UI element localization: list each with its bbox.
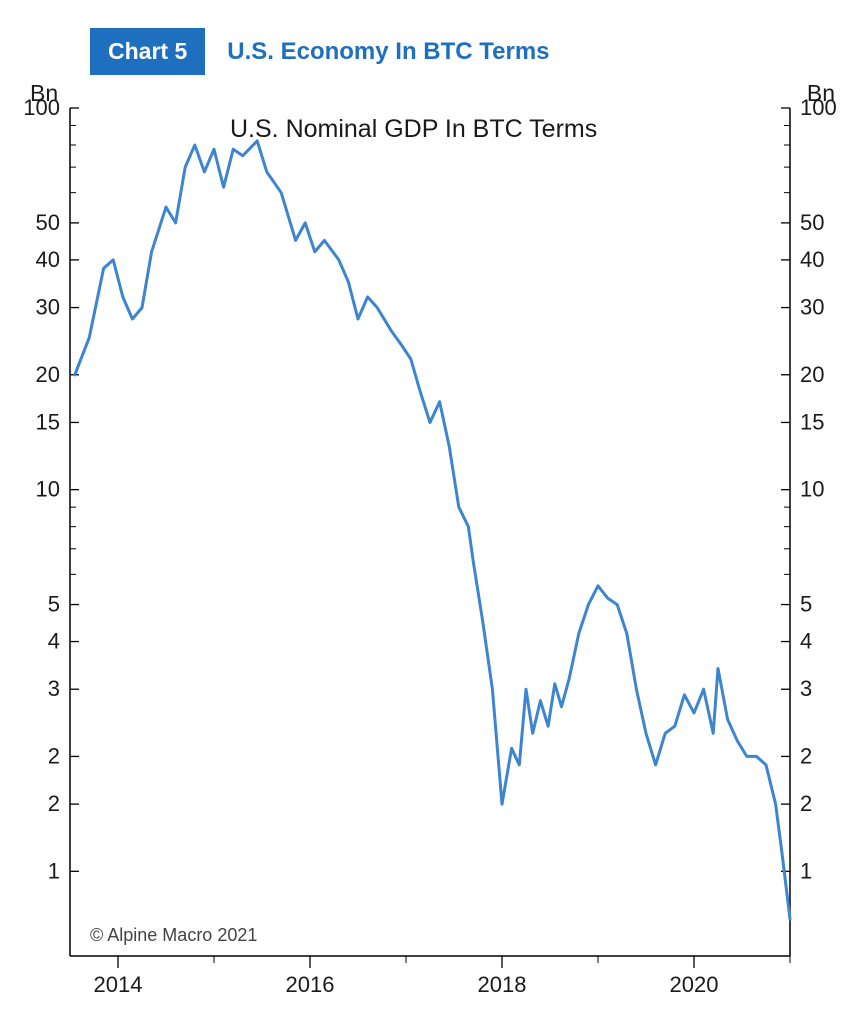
svg-text:4: 4 xyxy=(800,629,812,654)
svg-text:2016: 2016 xyxy=(286,972,335,997)
svg-text:100: 100 xyxy=(23,95,60,120)
svg-text:50: 50 xyxy=(800,210,824,235)
svg-text:20: 20 xyxy=(800,362,824,387)
svg-text:2020: 2020 xyxy=(670,972,719,997)
svg-text:15: 15 xyxy=(36,409,60,434)
svg-text:2: 2 xyxy=(48,743,60,768)
svg-text:40: 40 xyxy=(800,247,824,272)
svg-text:4: 4 xyxy=(48,629,60,654)
svg-text:10: 10 xyxy=(800,477,824,502)
svg-text:30: 30 xyxy=(800,295,824,320)
svg-text:3: 3 xyxy=(48,676,60,701)
svg-text:1: 1 xyxy=(800,858,812,883)
line-chart: 1122223344551010151520203030404050501001… xyxy=(0,0,855,1024)
svg-text:2: 2 xyxy=(800,743,812,768)
svg-text:2: 2 xyxy=(800,791,812,816)
svg-text:100: 100 xyxy=(800,95,837,120)
svg-text:50: 50 xyxy=(36,210,60,235)
svg-text:5: 5 xyxy=(800,592,812,617)
svg-text:2018: 2018 xyxy=(478,972,527,997)
svg-text:2014: 2014 xyxy=(94,972,143,997)
svg-text:1: 1 xyxy=(48,858,60,883)
svg-text:5: 5 xyxy=(48,592,60,617)
svg-text:20: 20 xyxy=(36,362,60,387)
svg-text:2: 2 xyxy=(48,791,60,816)
svg-text:40: 40 xyxy=(36,247,60,272)
svg-text:15: 15 xyxy=(800,409,824,434)
svg-text:10: 10 xyxy=(36,477,60,502)
chart-container: Chart 5 U.S. Economy In BTC Terms Bn Bn … xyxy=(0,0,855,1024)
svg-text:30: 30 xyxy=(36,295,60,320)
svg-text:3: 3 xyxy=(800,676,812,701)
